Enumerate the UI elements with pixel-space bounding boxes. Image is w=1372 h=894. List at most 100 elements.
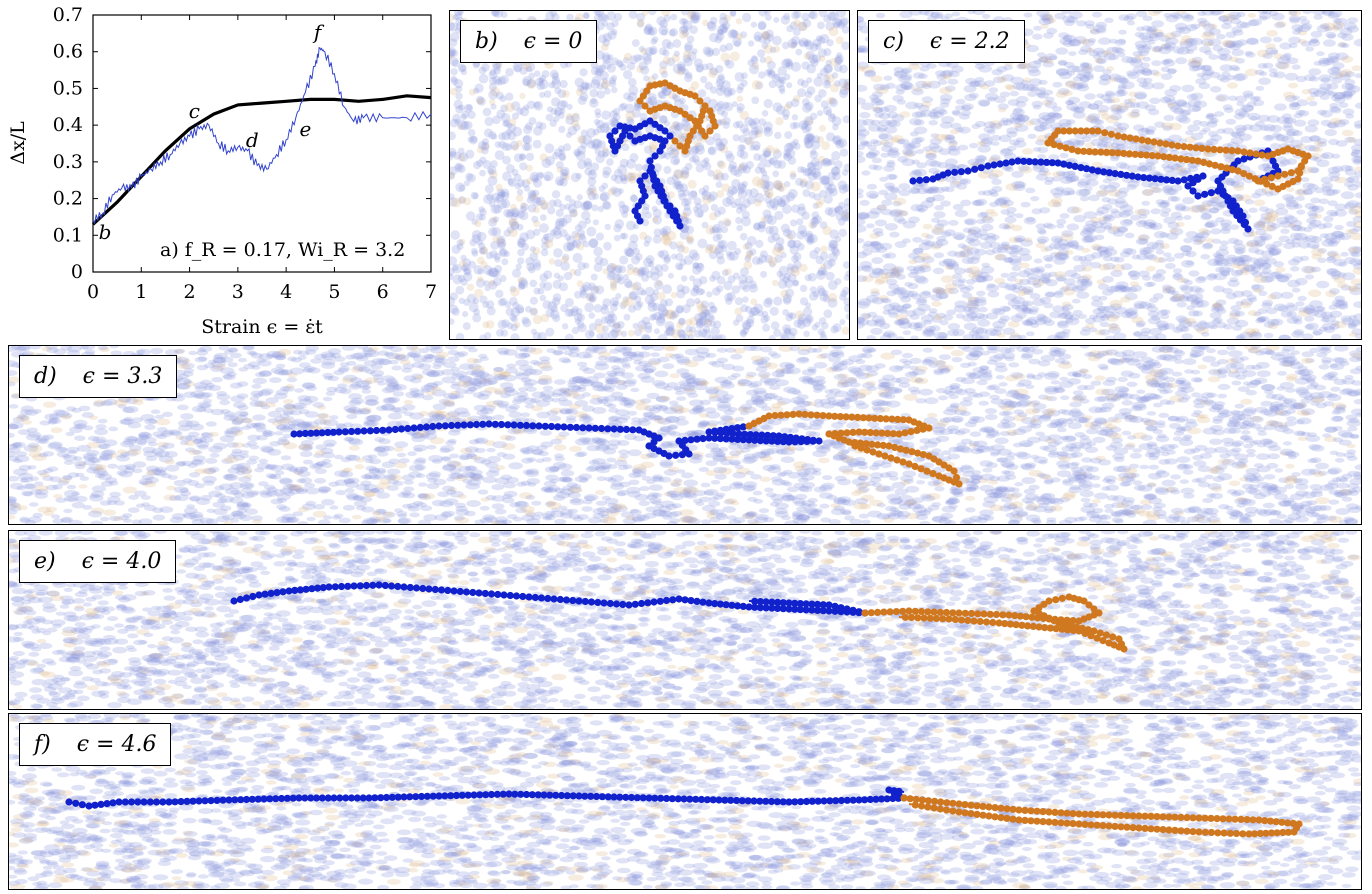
background-bead (1239, 301, 1252, 309)
background-bead (1217, 47, 1231, 56)
background-bead (1170, 211, 1183, 219)
background-bead (932, 194, 945, 202)
background-bead (1320, 77, 1331, 84)
background-bead (557, 89, 567, 99)
background-bead (942, 69, 954, 77)
background-bead (565, 131, 573, 139)
background-bead (1126, 20, 1136, 26)
background-bead (676, 328, 686, 338)
background-bead (634, 328, 642, 337)
background-bead (617, 61, 624, 68)
background-bead (1352, 215, 1361, 223)
background-bead (913, 126, 928, 135)
background-bead (1042, 99, 1053, 106)
background-bead (870, 97, 882, 104)
background-bead (771, 74, 780, 83)
background-bead (896, 274, 906, 280)
background-bead (1104, 311, 1116, 318)
background-bead (782, 324, 792, 334)
background-bead (689, 275, 696, 282)
background-bead (1259, 271, 1271, 279)
background-bead (1034, 125, 1045, 132)
background-bead (1203, 30, 1214, 37)
background-bead (488, 227, 498, 237)
background-bead (1260, 235, 1269, 241)
background-bead (1110, 285, 1122, 292)
background-bead (607, 329, 618, 339)
background-bead (1250, 96, 1260, 102)
background-bead (1334, 209, 1348, 217)
background-bead (1318, 59, 1331, 67)
background-bead (1080, 195, 1090, 202)
background-bead (539, 273, 548, 283)
background-bead (1322, 314, 1336, 323)
background-bead (1033, 124, 1047, 132)
background-bead (1085, 317, 1096, 325)
background-bead (1240, 104, 1254, 113)
background-bead (539, 214, 547, 221)
background-bead (643, 25, 654, 35)
x-tick-label: 0 (87, 281, 99, 303)
background-bead (465, 149, 475, 159)
background-bead (1103, 225, 1112, 231)
background-bead (933, 314, 943, 321)
background-bead (913, 265, 925, 272)
background-bead (1160, 43, 1172, 50)
background-bead (1318, 74, 1331, 82)
background-bead (450, 48, 456, 59)
background-bead (502, 155, 511, 165)
background-bead (731, 178, 741, 188)
background-bead (660, 263, 669, 272)
background-bead (1109, 77, 1118, 83)
background-bead (809, 286, 817, 294)
background-bead (588, 330, 595, 337)
background-bead (1270, 143, 1281, 150)
background-bead (722, 217, 731, 227)
background-bead (1000, 241, 1010, 247)
background-bead (598, 185, 606, 192)
background-bead (650, 100, 658, 108)
background-bead (651, 73, 659, 80)
background-bead (600, 331, 610, 339)
background-bead (922, 328, 934, 335)
background-bead (590, 79, 601, 89)
background-bead (665, 142, 672, 150)
background-bead (660, 70, 669, 78)
background-bead (631, 39, 640, 47)
background-bead (779, 88, 786, 95)
background-bead (1305, 235, 1318, 243)
background-bead (1055, 47, 1069, 55)
panel-b-letter: b) (475, 29, 498, 54)
background-bead (1261, 163, 1271, 169)
background-bead (829, 240, 839, 250)
background-bead (807, 161, 814, 169)
background-bead (474, 288, 484, 298)
background-bead (1062, 328, 1071, 334)
background-bead (529, 190, 536, 198)
background-bead (1355, 202, 1361, 209)
background-bead (1242, 264, 1256, 272)
background-bead (556, 179, 564, 186)
background-bead (916, 162, 927, 169)
background-bead (858, 224, 867, 233)
background-bead (1094, 119, 1105, 125)
background-bead (623, 247, 633, 257)
background-bead (526, 78, 536, 88)
background-bead (721, 172, 729, 181)
background-bead (1240, 22, 1251, 29)
background-bead (1117, 52, 1126, 58)
background-bead (933, 287, 944, 293)
background-bead (1236, 21, 1249, 29)
background-bead (880, 152, 890, 158)
background-bead (1054, 251, 1063, 257)
background-bead (680, 24, 689, 34)
background-bead (1331, 320, 1340, 326)
background-bead (1288, 11, 1302, 17)
background-bead (1116, 89, 1125, 94)
background-bead (1090, 217, 1101, 224)
background-bead (825, 271, 835, 281)
background-bead (1232, 324, 1243, 331)
background-bead (559, 172, 568, 181)
background-bead (677, 133, 687, 143)
background-bead (477, 242, 486, 250)
